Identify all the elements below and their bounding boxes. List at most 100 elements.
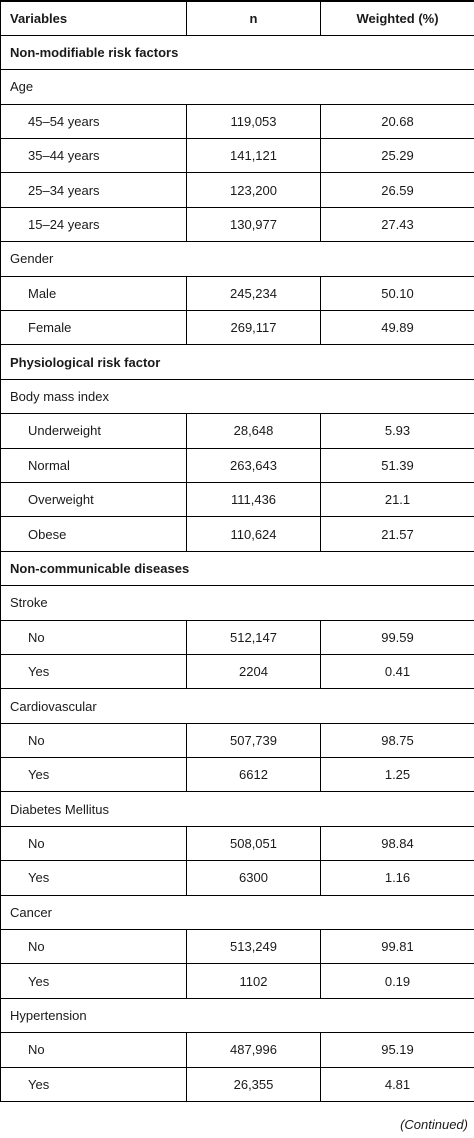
row-n: 28,648 [186,413,321,449]
row-weighted: 98.84 [320,825,474,862]
row-n: 512,147 [186,619,321,655]
group-name: Cancer [0,894,474,931]
data-table: Variables n Weighted (%) Non-modifiable … [0,0,474,1103]
row-label: 45–54 years [0,103,187,140]
row-label: Normal [0,447,187,483]
row-n: 119,053 [186,103,321,140]
table-row: Female 269,117 49.89 [0,310,474,346]
group-row: Hypertension [0,997,474,1034]
row-weighted: 0.19 [320,963,474,999]
row-weighted: 49.89 [320,310,474,346]
row-weighted: 5.93 [320,413,474,449]
table-row: Yes 2204 0.41 [0,653,474,690]
table-body: Non-modifiable risk factors Age 45–54 year… [0,34,474,1103]
row-label: Yes [0,653,187,690]
group-name: Stroke [0,585,474,621]
table-row: No 513,249 99.81 [0,929,474,965]
table-header-row: Variables n Weighted (%) [0,0,474,36]
row-weighted: 0.41 [320,653,474,690]
table-row: 25–34 years 123,200 26.59 [0,172,474,208]
row-weighted: 1.25 [320,757,474,793]
row-label: Yes [0,860,187,896]
table-row: Yes 6300 1.16 [0,860,474,896]
row-n: 508,051 [186,825,321,862]
group-row: Gender [0,241,474,277]
row-label: Yes [0,757,187,793]
row-label: No [0,825,187,862]
group-name: Diabetes Mellitus [0,791,474,827]
row-n: 26,355 [186,1066,321,1103]
row-label: No [0,929,187,965]
row-label: Female [0,310,187,346]
row-weighted: 95.19 [320,1032,474,1068]
row-label: No [0,1032,187,1068]
row-weighted: 4.81 [320,1066,474,1103]
row-weighted: 99.81 [320,929,474,965]
group-name: Gender [0,241,474,277]
header-weighted: Weighted (%) [320,0,474,36]
section-title: Non-communicable diseases [0,550,474,587]
table-row: No 508,051 98.84 [0,825,474,862]
table-row: Yes 6612 1.25 [0,757,474,793]
group-row: Cancer [0,894,474,931]
section-title: Non-modifiable risk factors [0,34,474,71]
row-weighted: 25.29 [320,138,474,174]
row-label: 25–34 years [0,172,187,208]
table-row: No 487,996 95.19 [0,1032,474,1068]
row-n: 269,117 [186,310,321,346]
row-label: Overweight [0,481,187,518]
table-row: No 512,147 99.59 [0,619,474,655]
row-label: Underweight [0,413,187,449]
table-row: Yes 1102 0.19 [0,963,474,999]
row-weighted: 51.39 [320,447,474,483]
row-label: No [0,722,187,759]
section-row: Non-modifiable risk factors [0,34,474,71]
row-weighted: 21.1 [320,481,474,518]
row-n: 263,643 [186,447,321,483]
table-row: Obese 110,624 21.57 [0,516,474,552]
row-label: Yes [0,963,187,999]
row-weighted: 99.59 [320,619,474,655]
group-name: Cardiovascular [0,688,474,724]
table-row: 35–44 years 141,121 25.29 [0,138,474,174]
table-row: Underweight 28,648 5.93 [0,413,474,449]
table-row: 15–24 years 130,977 27.43 [0,206,474,243]
row-weighted: 26.59 [320,172,474,208]
table-row: Yes 26,355 4.81 [0,1066,474,1103]
row-weighted: 27.43 [320,206,474,243]
row-n: 123,200 [186,172,321,208]
row-weighted: 98.75 [320,722,474,759]
table-row: 45–54 years 119,053 20.68 [0,103,474,140]
row-label: Obese [0,516,187,552]
row-n: 6612 [186,757,321,793]
group-row: Stroke [0,585,474,621]
row-n: 1102 [186,963,321,999]
row-label: 35–44 years [0,138,187,174]
group-name: Hypertension [0,997,474,1034]
group-name: Body mass index [0,378,474,415]
header-variables: Variables [0,0,187,36]
row-n: 507,739 [186,722,321,759]
row-n: 141,121 [186,138,321,174]
group-name: Age [0,69,474,105]
group-row: Age [0,69,474,105]
section-row: Physiological risk factor [0,344,474,380]
row-n: 245,234 [186,275,321,312]
row-weighted: 50.10 [320,275,474,312]
row-weighted: 1.16 [320,860,474,896]
row-n: 110,624 [186,516,321,552]
section-row: Non-communicable diseases [0,550,474,587]
row-n: 487,996 [186,1032,321,1068]
row-label: Yes [0,1066,187,1103]
row-label: Male [0,275,187,312]
group-row: Diabetes Mellitus [0,791,474,827]
row-label: 15–24 years [0,206,187,243]
group-row: Body mass index [0,378,474,415]
table-row: Overweight 111,436 21.1 [0,481,474,518]
table-row: Normal 263,643 51.39 [0,447,474,483]
row-n: 2204 [186,653,321,690]
row-weighted: 20.68 [320,103,474,140]
group-row: Cardiovascular [0,688,474,724]
row-weighted: 21.57 [320,516,474,552]
